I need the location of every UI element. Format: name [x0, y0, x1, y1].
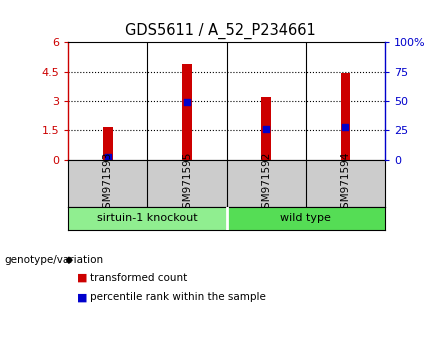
Bar — [68, 207, 227, 230]
Bar — [103, 127, 113, 160]
Text: ■: ■ — [77, 273, 88, 283]
Point — [263, 127, 270, 132]
Text: GSM971593: GSM971593 — [103, 152, 113, 215]
Bar — [341, 73, 350, 160]
Point — [183, 99, 191, 105]
Point — [342, 124, 349, 130]
Text: GSM971592: GSM971592 — [261, 152, 271, 215]
Bar — [182, 64, 192, 160]
Text: GSM971594: GSM971594 — [341, 152, 350, 215]
Text: GDS5611 / A_52_P234661: GDS5611 / A_52_P234661 — [125, 23, 315, 39]
Text: GSM971595: GSM971595 — [182, 152, 192, 215]
Bar — [261, 97, 271, 160]
Point — [104, 155, 111, 160]
Bar — [227, 207, 385, 230]
Text: percentile rank within the sample: percentile rank within the sample — [90, 292, 266, 302]
Text: ■: ■ — [77, 292, 88, 302]
Text: wild type: wild type — [280, 213, 331, 223]
Text: transformed count: transformed count — [90, 273, 187, 283]
Text: sirtuin-1 knockout: sirtuin-1 knockout — [97, 213, 198, 223]
Text: genotype/variation: genotype/variation — [4, 255, 103, 265]
